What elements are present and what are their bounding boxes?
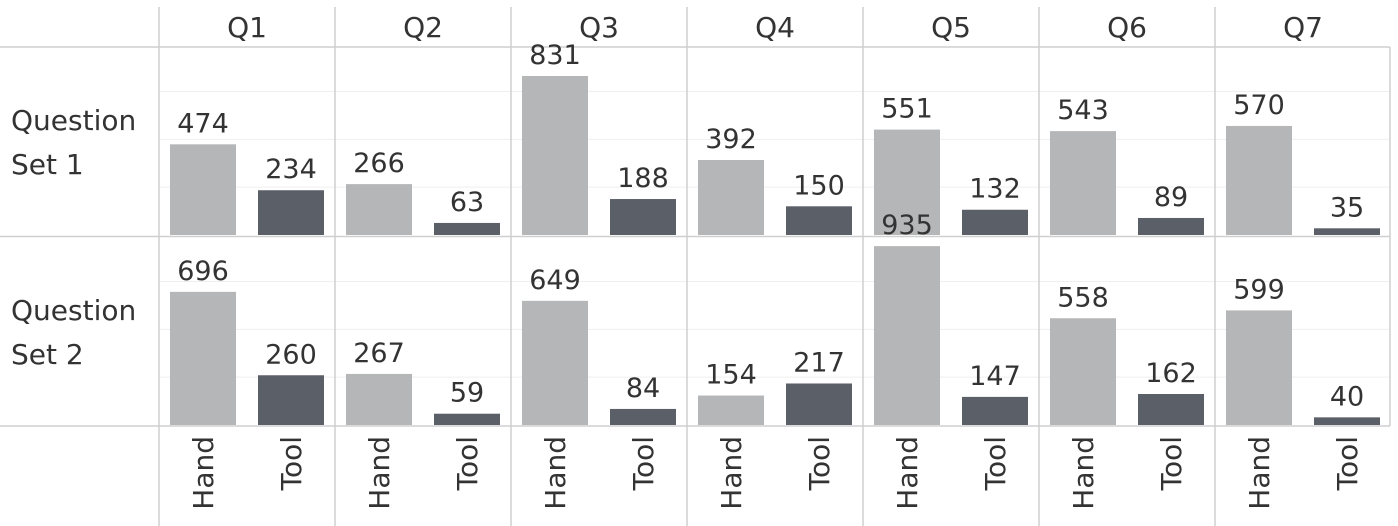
tick-label-tool: Tool [275, 436, 308, 491]
bar-hand-q2-set2 [346, 373, 412, 425]
row-header: Question [11, 104, 136, 137]
bar-tool-q5-set1 [962, 209, 1028, 235]
bar-tool-q1-set1 [258, 190, 324, 235]
tick-label-hand: Hand [363, 436, 396, 510]
bars [170, 76, 1380, 425]
bar-hand-q7-set1 [1226, 125, 1292, 235]
row-header: Set 1 [11, 148, 84, 181]
bar-tool-q5-set2 [962, 396, 1028, 425]
bar-hand-q6-set2 [1050, 318, 1116, 425]
bar-hand-q7-set2 [1226, 310, 1292, 425]
data-label: 599 [1233, 274, 1285, 305]
data-label: 392 [705, 124, 757, 155]
data-label: 40 [1330, 381, 1364, 412]
tick-label-tool: Tool [979, 436, 1012, 491]
tick-label-tool: Tool [451, 436, 484, 491]
data-label: 831 [529, 40, 581, 71]
data-label: 150 [793, 170, 845, 201]
labels: 474 696 234 260 266 267 63 59 831 649 188 84 392 154 1… [11, 11, 1364, 510]
column-header-q1: Q1 [227, 11, 267, 44]
bar-tool-q6-set1 [1138, 217, 1204, 235]
row-header: Question [11, 294, 136, 327]
gridlines [159, 91, 1390, 378]
bar-hand-q5-set1 [874, 129, 940, 235]
data-label: 474 [177, 108, 229, 139]
data-label: 59 [450, 378, 484, 409]
data-label: 84 [626, 373, 660, 404]
column-header-q6: Q6 [1107, 11, 1147, 44]
bar-tool-q2-set2 [434, 413, 500, 425]
column-header-q4: Q4 [755, 11, 795, 44]
tick-label-hand: Hand [539, 436, 572, 510]
bar-tool-q4-set1 [786, 206, 852, 235]
tick-label-hand: Hand [891, 436, 924, 510]
bar-hand-q1-set1 [170, 144, 236, 235]
bar-hand-q3-set2 [522, 300, 588, 425]
column-header-q3: Q3 [579, 11, 619, 44]
tick-label-tool: Tool [627, 436, 660, 491]
data-label: 89 [1154, 182, 1188, 213]
bar-tool-q3-set2 [610, 408, 676, 425]
data-label: 162 [1145, 358, 1197, 389]
data-label: 260 [265, 339, 317, 370]
tick-label-tool: Tool [1331, 436, 1364, 491]
data-label: 696 [177, 256, 229, 287]
tick-label-hand: Hand [1067, 436, 1100, 510]
data-label: 132 [969, 174, 1021, 205]
data-label: 147 [969, 361, 1021, 392]
bar-tool-q6-set2 [1138, 394, 1204, 425]
bar-tool-q1-set2 [258, 375, 324, 425]
bar-hand-q3-set1 [522, 76, 588, 235]
bar-tool-q3-set1 [610, 199, 676, 235]
data-label: 35 [1330, 192, 1364, 223]
data-label: 935 [881, 210, 933, 241]
tick-label-tool: Tool [1155, 436, 1188, 491]
bar-hand-q2-set1 [346, 184, 412, 235]
column-header-q2: Q2 [403, 11, 443, 44]
bar-tool-q4-set2 [786, 383, 852, 425]
bar-hand-q5-set2 [874, 246, 940, 425]
bar-hand-q4-set1 [698, 160, 764, 235]
data-label: 63 [450, 187, 484, 218]
data-label: 266 [353, 148, 405, 179]
tick-label-tool: Tool [803, 436, 836, 491]
data-label: 551 [881, 94, 933, 125]
tick-label-hand: Hand [1243, 436, 1276, 510]
data-label: 267 [353, 338, 405, 369]
tick-label-hand: Hand [187, 436, 220, 510]
data-label: 217 [793, 347, 845, 378]
panel-borders [0, 7, 1391, 526]
bar-hand-q4-set2 [698, 395, 764, 425]
row-header: Set 2 [11, 338, 84, 371]
bar-tool-q2-set1 [434, 222, 500, 235]
column-header-q5: Q5 [931, 11, 971, 44]
bar-hand-q1-set2 [170, 291, 236, 425]
data-label: 570 [1233, 90, 1285, 121]
data-label: 188 [617, 163, 669, 194]
data-label: 234 [265, 154, 317, 185]
column-header-q7: Q7 [1283, 11, 1323, 44]
bar-hand-q6-set1 [1050, 131, 1116, 235]
data-label: 649 [529, 265, 581, 296]
data-label: 558 [1057, 282, 1109, 313]
tick-label-hand: Hand [715, 436, 748, 510]
data-label: 154 [705, 360, 757, 391]
data-label: 543 [1057, 95, 1109, 126]
bar-tool-q7-set1 [1314, 228, 1380, 235]
bar-tool-q7-set2 [1314, 417, 1380, 425]
